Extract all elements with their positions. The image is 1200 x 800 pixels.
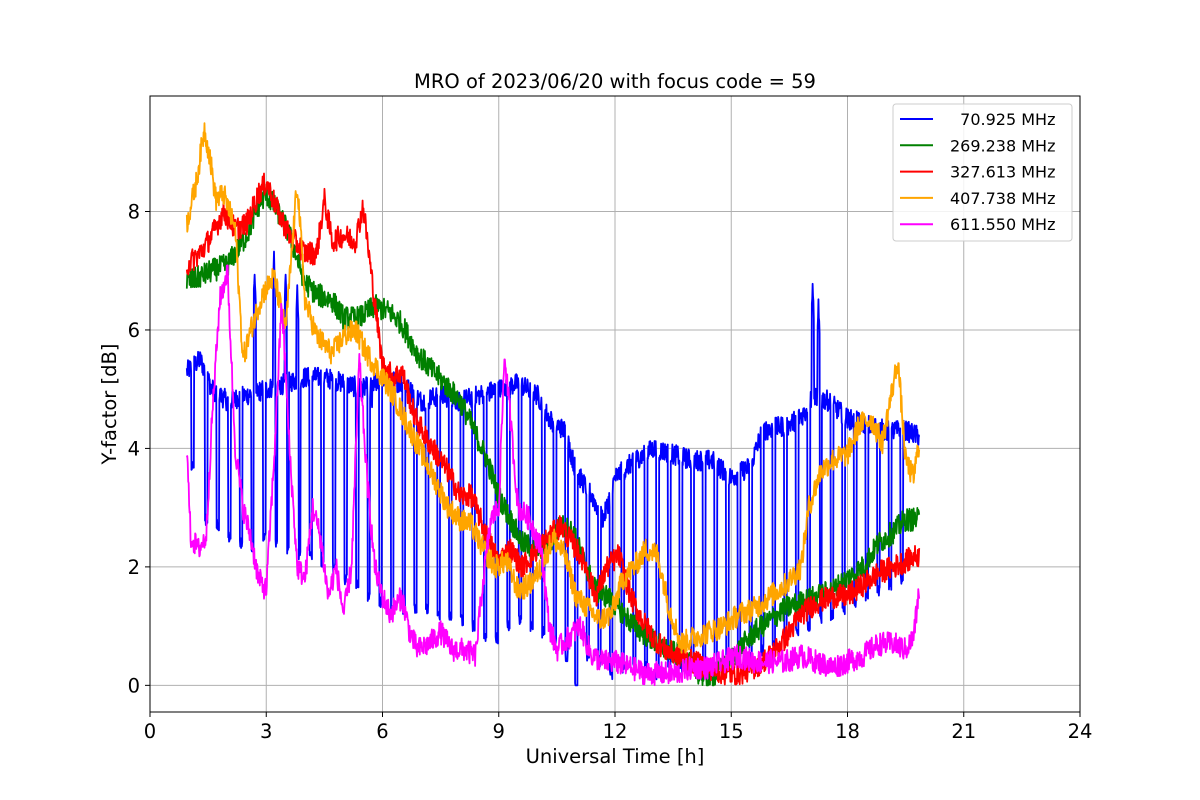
series-line [185, 122, 921, 654]
legend-entry-label: 70.925 MHz [950, 110, 1055, 129]
y-tick-label: 6 [128, 319, 140, 342]
x-tick-label: 6 [376, 720, 388, 743]
series-line [185, 172, 921, 686]
y-axis-label: Y-factor [dB] [98, 344, 121, 466]
legend-entry-label: 611.550 MHz [950, 215, 1055, 234]
series-layer [185, 122, 921, 687]
y-axis-ticks: 0 2 4 6 8 [128, 201, 150, 697]
legend: 70.925 MHz 269.238 MHz 327.613 MHz 407.738 … [892, 103, 1073, 242]
y-tick-label: 2 [128, 556, 140, 579]
x-tick-label: 3 [260, 720, 272, 743]
chart-title: MRO of 2023/06/20 with focus code = 59 [414, 70, 816, 93]
x-axis-ticks: 0 3 6 9 12 15 18 21 24 [144, 712, 1093, 743]
legend-entry-label: 327.613 MHz [950, 163, 1055, 182]
legend-entry-label: 407.738 MHz [950, 189, 1055, 208]
y-tick-label: 8 [128, 201, 140, 224]
x-tick-label: 21 [951, 720, 976, 743]
x-axis-label: Universal Time [h] [526, 745, 705, 768]
legend-entry-label: 269.238 MHz [950, 136, 1055, 155]
legend-box [892, 103, 1073, 242]
x-tick-label: 15 [719, 720, 744, 743]
x-tick-label: 24 [1068, 720, 1093, 743]
x-tick-label: 18 [835, 720, 860, 743]
x-tick-label: 12 [603, 720, 628, 743]
series-line [185, 264, 921, 687]
x-tick-label: 9 [493, 720, 505, 743]
x-tick-label: 0 [144, 720, 156, 743]
y-tick-label: 0 [128, 674, 140, 697]
y-tick-label: 4 [128, 437, 140, 460]
series-line [185, 250, 921, 687]
